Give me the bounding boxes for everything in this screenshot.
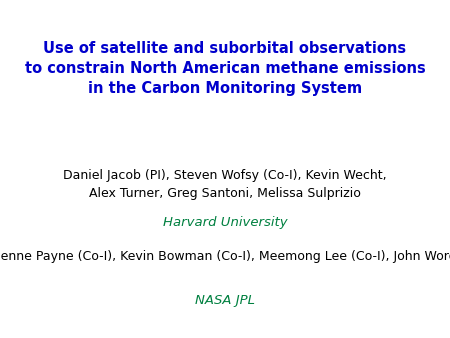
Text: Harvard University: Harvard University	[163, 216, 287, 229]
Text: Vivienne Payne (Co-I), Kevin Bowman (Co-I), Meemong Lee (Co-I), John Worden: Vivienne Payne (Co-I), Kevin Bowman (Co-…	[0, 250, 450, 263]
Text: Daniel Jacob (PI), Steven Wofsy (Co-I), Kevin Wecht,
Alex Turner, Greg Santoni, : Daniel Jacob (PI), Steven Wofsy (Co-I), …	[63, 169, 387, 199]
Text: Use of satellite and suborbital observations
to constrain North American methane: Use of satellite and suborbital observat…	[25, 41, 425, 96]
Text: NASA JPL: NASA JPL	[195, 294, 255, 307]
